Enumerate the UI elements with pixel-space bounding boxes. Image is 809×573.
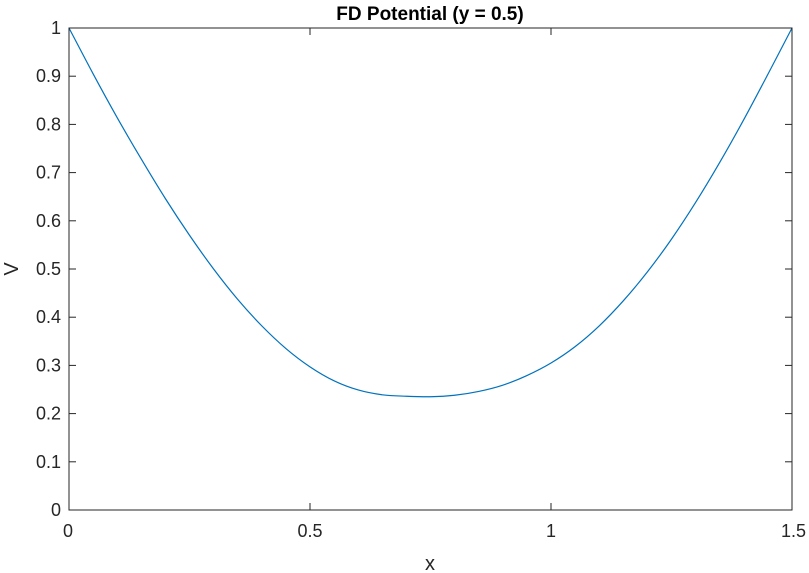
y-tick-label: 0.4 (36, 307, 61, 327)
y-axis-label: V (1, 262, 23, 276)
y-tick-label: 0.8 (36, 114, 61, 134)
x-axis-label: x (425, 553, 435, 573)
plot-area-background (69, 28, 792, 510)
y-tick-label: 0.3 (36, 355, 61, 375)
x-tick-label: 0 (63, 521, 73, 541)
x-tick-label: 1 (546, 521, 556, 541)
data-layer (68, 27, 793, 398)
y-tick-label: 0 (51, 500, 61, 520)
y-tick-label: 0.5 (36, 259, 61, 279)
y-tick-label: 0.7 (36, 163, 61, 183)
x-tick-label: 0.5 (297, 521, 322, 541)
y-tick-label: 0.1 (36, 452, 61, 472)
tick-layer: 0 0.5 1 1.5 0 0.1 0.2 0.3 0.4 0.5 0.6 0.7 0.8 0.9 1 (36, 18, 806, 541)
chart-title: FD Potential (y = 0.5) (336, 4, 523, 25)
y-tick-label: 0.2 (36, 404, 61, 424)
series-line (68, 27, 793, 398)
y-tick-label: 1 (51, 18, 61, 38)
y-tick-label: 0.6 (36, 211, 61, 231)
x-tick-label: 1.5 (781, 521, 806, 541)
y-tick-label: 0.9 (36, 66, 61, 86)
